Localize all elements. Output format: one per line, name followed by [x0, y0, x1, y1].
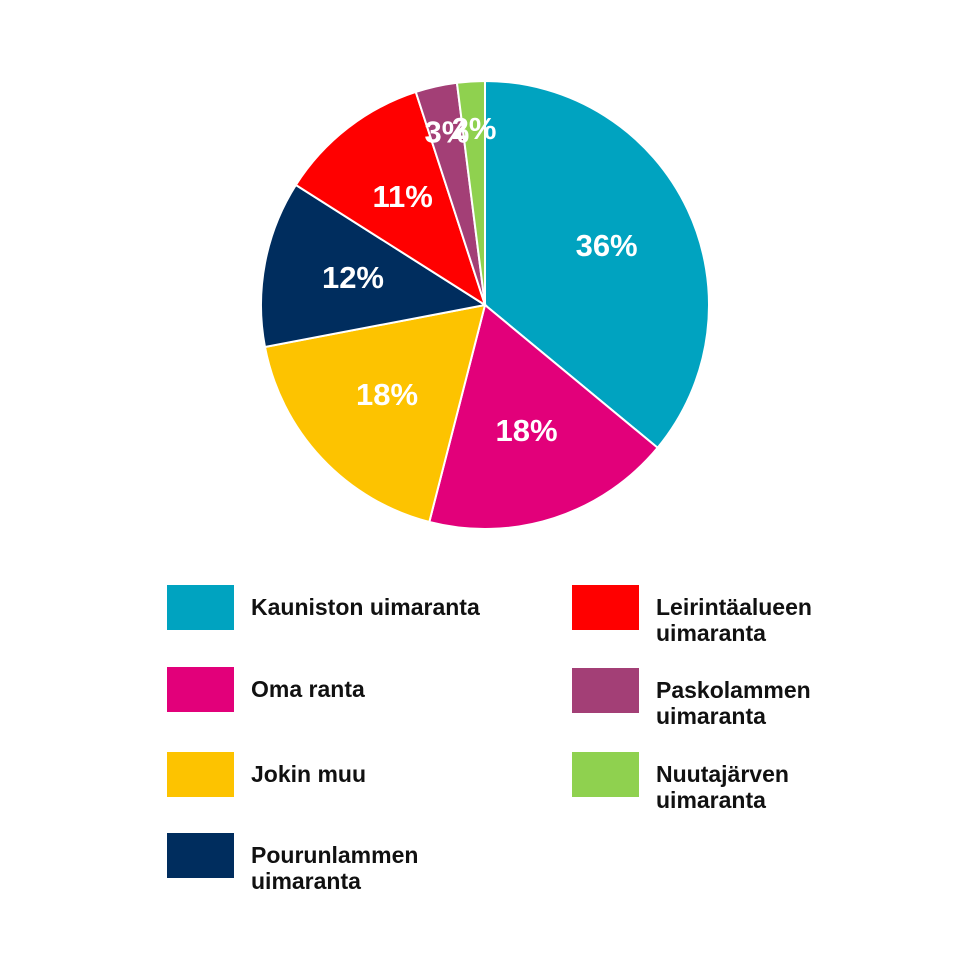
legend-label: Jokin muu [251, 761, 367, 787]
legend-swatch [167, 585, 234, 630]
legend-label: Kauniston uimaranta [251, 594, 480, 620]
pie-slice [484, 79, 710, 450]
legend-item: Pourunlammen uimaranta [167, 833, 526, 894]
data-label: 18% [356, 377, 418, 412]
legend-item: Jokin muu [167, 752, 526, 797]
legend-swatch [167, 833, 234, 878]
data-label: 2% [452, 111, 497, 146]
legend-label: Oma ranta [251, 676, 365, 702]
pie-area: 36% 18% 18% 12% 11% 3%2% [260, 79, 710, 530]
legend-swatch [572, 668, 639, 713]
legend-item: Nuutajärven uimaranta [572, 752, 856, 813]
legend-label: Pourunlammen uimaranta [251, 842, 419, 894]
pie-slice [260, 183, 488, 349]
legend-swatch [572, 752, 639, 797]
data-label: 18% [496, 413, 558, 448]
legend-item: Leirintäalueen uimaranta [572, 585, 856, 646]
data-label: 12% [322, 260, 384, 295]
legend-item: Kauniston uimaranta [167, 585, 526, 630]
legend-swatch [167, 752, 234, 797]
legend-label: Paskolammen uimaranta [656, 677, 811, 729]
pie-slice [263, 303, 487, 524]
legend-item: Oma ranta [167, 667, 526, 712]
data-label: 36% [576, 228, 638, 263]
legend-item: Paskolammen uimaranta [572, 668, 856, 729]
legend-swatch [572, 585, 639, 630]
legend-label: Leirintäalueen uimaranta [656, 594, 812, 646]
legend-swatch [167, 667, 234, 712]
pie-slice [294, 90, 487, 308]
pie-slice [455, 79, 486, 306]
legend-label: Nuutajärven uimaranta [656, 761, 789, 813]
data-label: 11% [372, 179, 432, 214]
pie-slice [428, 303, 660, 530]
data-label: 3% [424, 115, 469, 150]
